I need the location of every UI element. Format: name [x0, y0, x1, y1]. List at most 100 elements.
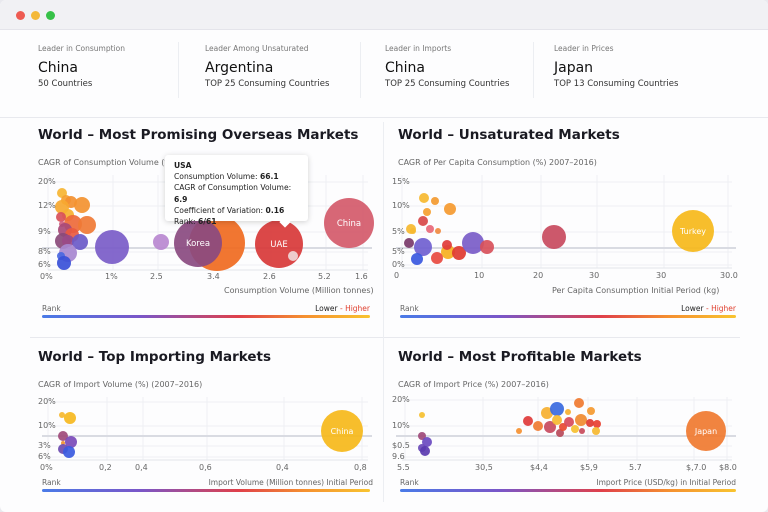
bubble[interactable] — [153, 234, 169, 250]
chart-title: World – Most Profitable Markets — [398, 349, 642, 365]
bubble[interactable] — [556, 429, 564, 437]
bubble-china[interactable] — [324, 198, 374, 248]
minimize-button[interactable] — [31, 11, 40, 20]
bubble[interactable] — [63, 446, 75, 458]
bubble[interactable] — [480, 240, 494, 254]
bubble[interactable] — [423, 208, 431, 216]
x-tick-label: 5.2 — [318, 272, 331, 281]
bubble[interactable] — [544, 421, 556, 433]
bubble[interactable] — [56, 212, 66, 222]
y-tick-label: 20% — [392, 395, 410, 404]
bubble-korea[interactable] — [174, 219, 222, 267]
tooltip: USA Consumption Volume: 66.1 CAGR of Con… — [165, 155, 308, 226]
bubble[interactable] — [57, 256, 71, 270]
y-tick-label: 5% — [392, 227, 405, 236]
separator: - — [703, 304, 712, 313]
divider — [30, 337, 740, 338]
y-tick-label: $0.5 — [392, 441, 410, 450]
bubble[interactable] — [571, 425, 579, 433]
bubble[interactable] — [65, 436, 77, 448]
bubble[interactable] — [62, 235, 74, 247]
bubble[interactable] — [74, 197, 90, 213]
stat-label: Leader in Consumption — [38, 44, 125, 53]
bubble[interactable] — [419, 412, 425, 418]
bubble[interactable] — [78, 216, 96, 234]
bubble[interactable] — [410, 228, 416, 234]
bubble[interactable] — [431, 197, 439, 205]
bubble-turkey[interactable] — [672, 210, 714, 252]
chart-title: World – Unsaturated Markets — [398, 127, 620, 143]
bubble[interactable] — [586, 419, 594, 427]
bubble[interactable] — [516, 428, 522, 434]
maximize-button[interactable] — [46, 11, 55, 20]
stat-consumption: Leader in Consumption China 50 Countries — [38, 44, 125, 89]
bubble[interactable] — [414, 238, 432, 256]
bubble[interactable] — [593, 420, 601, 428]
x-tick-label: 5.7 — [629, 463, 642, 472]
higher-label: Higher — [711, 304, 736, 313]
bubble[interactable] — [462, 232, 484, 254]
close-button[interactable] — [16, 11, 25, 20]
bubble-label: China — [331, 427, 354, 436]
bubble[interactable] — [61, 441, 65, 445]
x-tick-label: 1.6 — [355, 272, 368, 281]
x-tick-label: 0% — [40, 463, 53, 472]
higher-label: Higher — [345, 304, 370, 313]
y-tick-label: 12% — [38, 201, 56, 210]
bubble[interactable] — [552, 415, 562, 425]
y-axis-title: CAGR of Per Capita Consumption (%) 2007–… — [398, 158, 597, 167]
y-tick-label: 3% — [38, 441, 51, 450]
bubble[interactable] — [565, 409, 571, 415]
x-axis-title: Consumption Volume (Million tonnes) — [224, 286, 374, 295]
bubble[interactable] — [58, 431, 68, 441]
rank-scale-label: Lower - Higher — [681, 304, 736, 313]
bubble[interactable] — [533, 421, 543, 431]
bubble[interactable] — [422, 437, 432, 447]
y-tick-label: 6% — [38, 452, 51, 461]
bubble[interactable] — [404, 238, 414, 248]
bubble[interactable] — [418, 216, 428, 226]
bubble[interactable] — [542, 225, 566, 249]
bubble-japan[interactable] — [686, 411, 726, 451]
divider — [383, 122, 384, 502]
bubble[interactable] — [288, 251, 298, 261]
stat-value: Japan — [554, 60, 594, 76]
bubble[interactable] — [442, 240, 452, 250]
bubble[interactable] — [587, 407, 595, 415]
rank-gradient-bar — [42, 315, 370, 318]
y-tick-label: 8% — [38, 247, 51, 256]
bubble[interactable] — [541, 407, 553, 419]
bubble[interactable] — [64, 412, 76, 424]
x-axis-title: Import Price (USD/kg) in Initial Period — [596, 478, 736, 487]
bubble[interactable] — [435, 228, 441, 234]
bubble[interactable] — [426, 225, 434, 233]
bubble[interactable] — [452, 246, 466, 260]
lower-label: Lower — [315, 304, 338, 313]
bubble[interactable] — [419, 193, 429, 203]
bubble[interactable] — [420, 446, 430, 456]
bubble[interactable] — [564, 417, 574, 427]
x-tick-label: 0,4 — [276, 463, 289, 472]
bubble[interactable] — [592, 427, 600, 435]
y-tick-label: 10% — [392, 421, 410, 430]
divider — [360, 42, 361, 98]
bubble[interactable] — [411, 253, 423, 265]
bubble[interactable] — [431, 252, 443, 264]
bubble-china[interactable] — [321, 410, 363, 452]
bubble[interactable] — [574, 398, 584, 408]
bubble[interactable] — [95, 230, 129, 264]
x-tick-label: 30,5 — [475, 463, 493, 472]
bubble-label: China — [337, 219, 361, 229]
bubble[interactable] — [579, 428, 585, 434]
bubble[interactable] — [550, 402, 564, 416]
x-tick-label: 2.5 — [150, 272, 163, 281]
bubble[interactable] — [444, 203, 456, 215]
bubble[interactable] — [72, 234, 88, 250]
x-tick-label: $5,9 — [580, 463, 598, 472]
divider — [178, 42, 179, 98]
bubble[interactable] — [523, 416, 533, 426]
y-tick-label: 0% — [392, 260, 405, 269]
bubble[interactable] — [575, 414, 587, 426]
bubble[interactable] — [59, 412, 65, 418]
